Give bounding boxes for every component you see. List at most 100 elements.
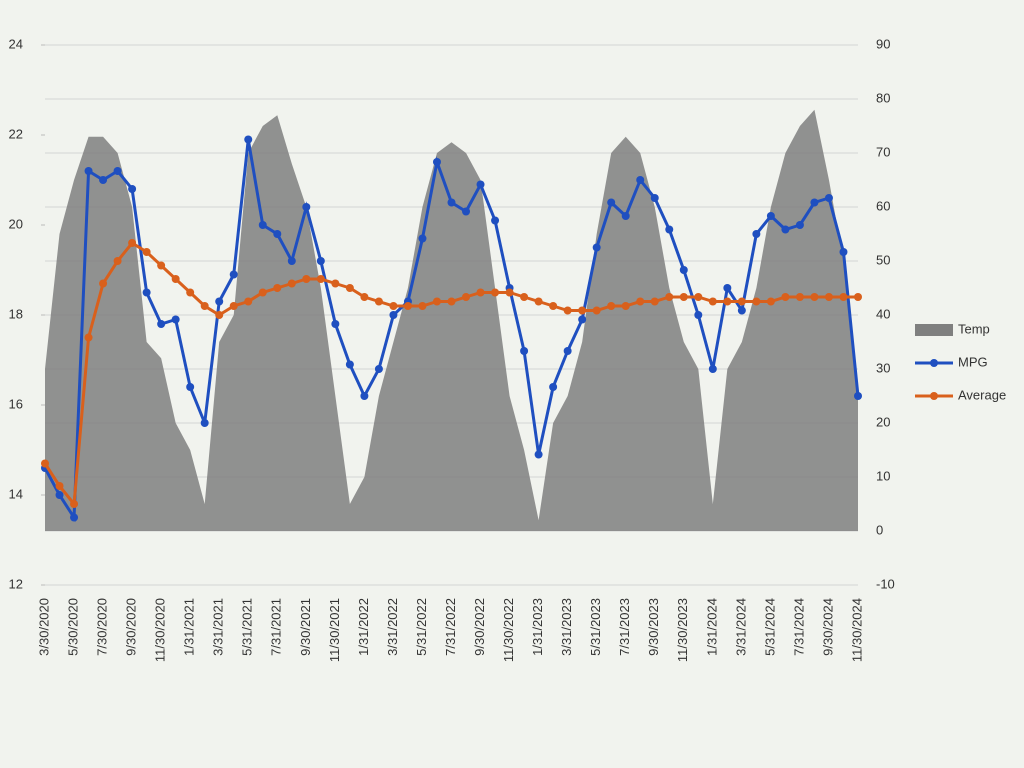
series-marker <box>389 311 398 319</box>
series-marker <box>520 347 529 355</box>
series-marker <box>84 167 93 175</box>
series-marker <box>360 392 369 400</box>
y2-tick-label: -10 <box>876 576 895 591</box>
series-marker <box>432 158 441 166</box>
x-tick-label: 1/31/2022 <box>356 598 371 656</box>
series-marker <box>157 261 166 270</box>
x-tick-label: 7/31/2023 <box>617 598 632 656</box>
series-marker <box>578 315 587 324</box>
series-marker <box>287 257 296 265</box>
series-marker <box>549 302 558 310</box>
series-marker <box>737 306 746 315</box>
series-marker <box>694 293 703 301</box>
x-tick-label: 7/30/2020 <box>95 598 110 656</box>
series-marker <box>302 275 311 283</box>
x-tick-label: 3/31/2024 <box>733 598 748 656</box>
series-marker <box>810 293 819 301</box>
series-marker <box>679 266 688 274</box>
series-marker <box>113 167 122 175</box>
series-marker <box>55 491 64 499</box>
series-marker <box>491 288 500 297</box>
series-marker <box>839 248 848 256</box>
y-tick-label: 24 <box>9 36 23 51</box>
series-marker <box>636 176 645 184</box>
series-marker <box>549 383 558 391</box>
series-marker <box>665 293 674 301</box>
series-marker <box>534 450 543 459</box>
y2-tick-label: 90 <box>876 36 890 51</box>
series-marker <box>345 284 354 292</box>
series-marker <box>374 297 383 306</box>
series-marker <box>578 306 587 315</box>
x-tick-label: 5/31/2023 <box>588 598 603 656</box>
x-tick-label: 9/30/2021 <box>298 598 313 656</box>
x-tick-label: 3/30/2020 <box>36 598 51 656</box>
x-tick-label: 7/31/2024 <box>791 598 806 656</box>
legend-swatch <box>915 324 953 336</box>
series-marker <box>679 293 688 301</box>
y2-tick-label: 60 <box>876 198 890 213</box>
series-marker <box>316 275 325 283</box>
series-marker <box>128 185 137 193</box>
series-marker <box>171 315 180 324</box>
x-tick-label: 1/31/2024 <box>704 598 719 656</box>
series-marker <box>476 180 485 189</box>
series-marker <box>186 383 195 391</box>
series-marker <box>345 360 354 369</box>
series-marker <box>258 221 267 229</box>
series-marker <box>694 311 703 319</box>
series-marker <box>360 293 369 301</box>
y2-tick-label: 10 <box>876 468 890 483</box>
y-tick-label: 22 <box>9 126 23 141</box>
series-marker <box>592 306 601 315</box>
series-marker <box>766 212 775 220</box>
series-marker <box>795 293 804 301</box>
series-marker <box>99 279 108 288</box>
series-marker <box>113 257 122 265</box>
series-marker <box>824 194 833 202</box>
series-marker <box>621 212 630 220</box>
series-marker <box>708 297 717 306</box>
series-marker <box>186 288 195 297</box>
series-marker <box>287 279 296 288</box>
x-tick-label: 9/30/2024 <box>820 598 835 656</box>
series-marker <box>723 297 732 306</box>
series-marker <box>665 225 674 234</box>
series-marker <box>374 365 383 373</box>
series-marker <box>389 302 398 310</box>
y-tick-label: 16 <box>9 396 23 411</box>
series-marker <box>737 297 746 306</box>
series-marker <box>462 207 471 216</box>
series-marker <box>766 297 775 306</box>
series-marker <box>447 198 456 207</box>
x-tick-label: 1/31/2023 <box>530 598 545 656</box>
series-marker <box>650 297 659 306</box>
series-marker <box>824 293 833 301</box>
series-marker <box>99 176 108 184</box>
legend-label: Temp <box>958 321 990 336</box>
series-marker <box>302 203 311 211</box>
series-marker <box>331 279 340 288</box>
series-marker <box>215 311 224 319</box>
y-tick-label: 12 <box>9 576 23 591</box>
y2-tick-label: 30 <box>876 360 890 375</box>
legend-label: Average <box>958 387 1006 402</box>
series-marker <box>723 284 732 292</box>
series-marker <box>418 234 427 243</box>
series-marker <box>607 198 616 207</box>
series-marker <box>70 513 79 522</box>
series-marker <box>462 293 471 301</box>
series-marker <box>273 284 282 292</box>
series-marker <box>403 302 412 310</box>
series-marker <box>55 482 64 490</box>
series-marker <box>258 288 267 297</box>
x-tick-label: 5/31/2024 <box>762 598 777 656</box>
series-marker <box>84 333 93 342</box>
series-marker <box>854 392 862 400</box>
series-marker <box>244 135 253 144</box>
series-marker <box>432 297 441 306</box>
x-tick-label: 9/30/2022 <box>472 598 487 656</box>
x-tick-label: 11/30/2023 <box>675 598 690 662</box>
series-marker <box>418 302 427 310</box>
